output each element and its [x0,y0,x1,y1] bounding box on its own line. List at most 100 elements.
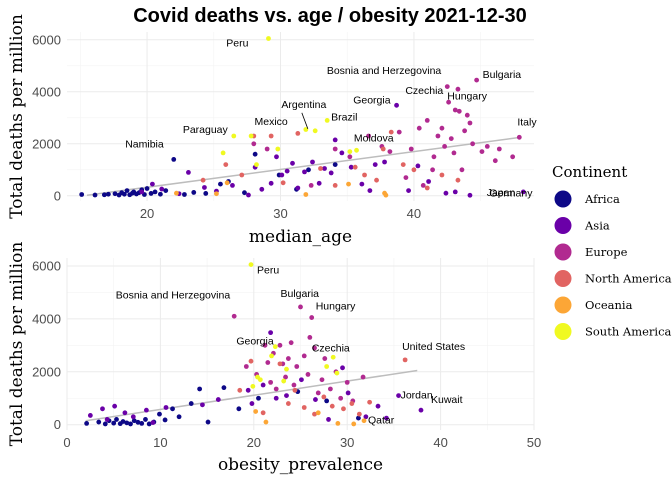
data-point [163,188,169,194]
data-point [372,162,378,168]
data-point [352,164,358,170]
data-point [263,419,269,425]
data-point [162,417,168,423]
data-point [456,108,462,114]
point-label: Bosnia and Herzegovina [327,65,442,77]
y-tick-label: 0 [54,188,61,203]
data-point [224,180,230,186]
data-point [448,136,454,142]
point-label: Mexico [255,116,288,128]
legend-label: Asia [584,219,610,233]
y-tick-label: 6000 [32,32,61,47]
data-point [380,146,386,152]
legend-swatch [554,323,572,340]
data-point [277,342,283,348]
data-point [479,149,485,155]
point-label: Czechia [312,342,350,354]
x-tick-label: 40 [433,435,447,450]
label-leader-line [301,112,309,129]
data-point [339,150,345,156]
point-label: Georgia [236,336,274,348]
data-point [121,191,127,197]
legend-swatch [554,217,572,234]
data-point [431,154,437,160]
data-point [312,128,318,134]
data-point [268,133,274,139]
data-point [299,377,304,383]
data-point [124,188,130,194]
data-point [87,413,93,418]
data-point [191,190,197,195]
data-point [79,192,85,197]
data-point [396,393,401,398]
data-point [101,192,107,198]
data-point [430,167,435,173]
data-point [215,397,221,402]
data-point [435,133,441,139]
data-point [315,410,321,416]
data-point [354,147,359,153]
data-point [309,315,315,320]
data-point [443,190,449,196]
data-point [220,150,226,156]
data-point [388,129,394,135]
data-point [332,183,338,188]
data-point [439,125,445,131]
data-point [361,418,367,424]
data-point [283,374,288,380]
data-point [272,344,278,350]
data-point [384,415,389,421]
data-point [305,372,311,377]
point-label: Brazil [331,111,357,123]
chart-title: Covid deaths vs. age / obesity 2021-12-3… [133,5,527,27]
data-point [237,387,243,393]
data-point [349,401,355,406]
legend-swatch [554,296,572,314]
data-point [324,364,330,369]
data-point [326,417,331,422]
data-point [246,192,251,198]
data-point [182,192,187,197]
data-point [492,158,498,164]
data-point [418,407,424,413]
data-point [260,410,266,416]
data-point [144,186,150,191]
data-point [294,364,300,369]
point-label: Bosnia and Herzegovina [116,290,231,302]
data-point [338,395,344,401]
legend-label: North America [585,272,672,286]
data-point [273,386,279,392]
data-point [157,411,162,417]
point-label: Bulgaria [281,288,320,300]
x-tick-label: 20 [247,435,261,450]
data-point [264,146,270,152]
data-point [363,414,369,420]
data-point [248,133,254,139]
legend: Continent Africa Asia Europe North America O… [552,163,672,340]
data-point [321,394,327,400]
data-point [274,154,279,160]
data-point [114,417,119,422]
legend-label: South America [585,325,672,339]
data-point [400,162,406,168]
point-label: Peru [257,265,279,277]
data-point [163,405,169,410]
data-point [149,181,155,187]
data-point [356,415,361,421]
data-point [474,77,480,83]
x-tick-label: 30 [273,206,287,221]
data-point [316,180,322,186]
data-point [203,191,209,196]
point-label: Bulgaria [483,69,522,81]
data-point [303,127,309,132]
x-axis-title: obesity_prevalence [218,455,383,475]
data-point [367,188,373,194]
data-point [496,146,502,152]
data-point [345,390,351,396]
y-tick-label: 4000 [32,311,61,326]
data-point [340,365,345,371]
data-point [322,166,327,171]
data-point [346,181,351,187]
data-point [330,354,336,360]
data-point [332,146,338,152]
